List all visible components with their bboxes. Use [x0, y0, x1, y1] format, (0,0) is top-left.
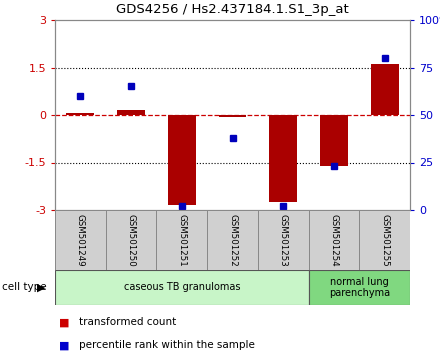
Bar — [66, 113, 94, 115]
Text: GSM501251: GSM501251 — [177, 213, 186, 266]
Text: caseous TB granulomas: caseous TB granulomas — [124, 282, 240, 292]
Bar — [308, 270, 410, 305]
Text: ▶: ▶ — [37, 282, 46, 292]
Bar — [219, 115, 246, 116]
Bar — [359, 210, 410, 270]
Bar — [117, 110, 145, 115]
Bar — [157, 210, 207, 270]
Text: normal lung
parenchyma: normal lung parenchyma — [329, 277, 390, 298]
Text: ■: ■ — [59, 340, 70, 350]
Bar — [106, 210, 157, 270]
Title: GDS4256 / Hs2.437184.1.S1_3p_at: GDS4256 / Hs2.437184.1.S1_3p_at — [116, 3, 349, 16]
Bar — [258, 210, 308, 270]
Text: GSM501252: GSM501252 — [228, 213, 237, 266]
Text: GSM501253: GSM501253 — [279, 213, 288, 266]
Text: GSM501249: GSM501249 — [76, 214, 85, 266]
Bar — [370, 64, 399, 115]
Text: GSM501255: GSM501255 — [380, 213, 389, 266]
Text: percentile rank within the sample: percentile rank within the sample — [79, 340, 255, 350]
Bar — [168, 115, 196, 205]
Bar — [269, 115, 297, 202]
Text: cell type: cell type — [2, 282, 47, 292]
Text: GSM501250: GSM501250 — [127, 213, 136, 266]
Bar — [308, 210, 359, 270]
Text: ■: ■ — [59, 317, 70, 327]
Bar — [207, 210, 258, 270]
Bar — [55, 210, 106, 270]
Text: transformed count: transformed count — [79, 317, 176, 327]
Text: GSM501254: GSM501254 — [330, 213, 338, 266]
Bar — [55, 270, 308, 305]
Bar — [320, 115, 348, 166]
